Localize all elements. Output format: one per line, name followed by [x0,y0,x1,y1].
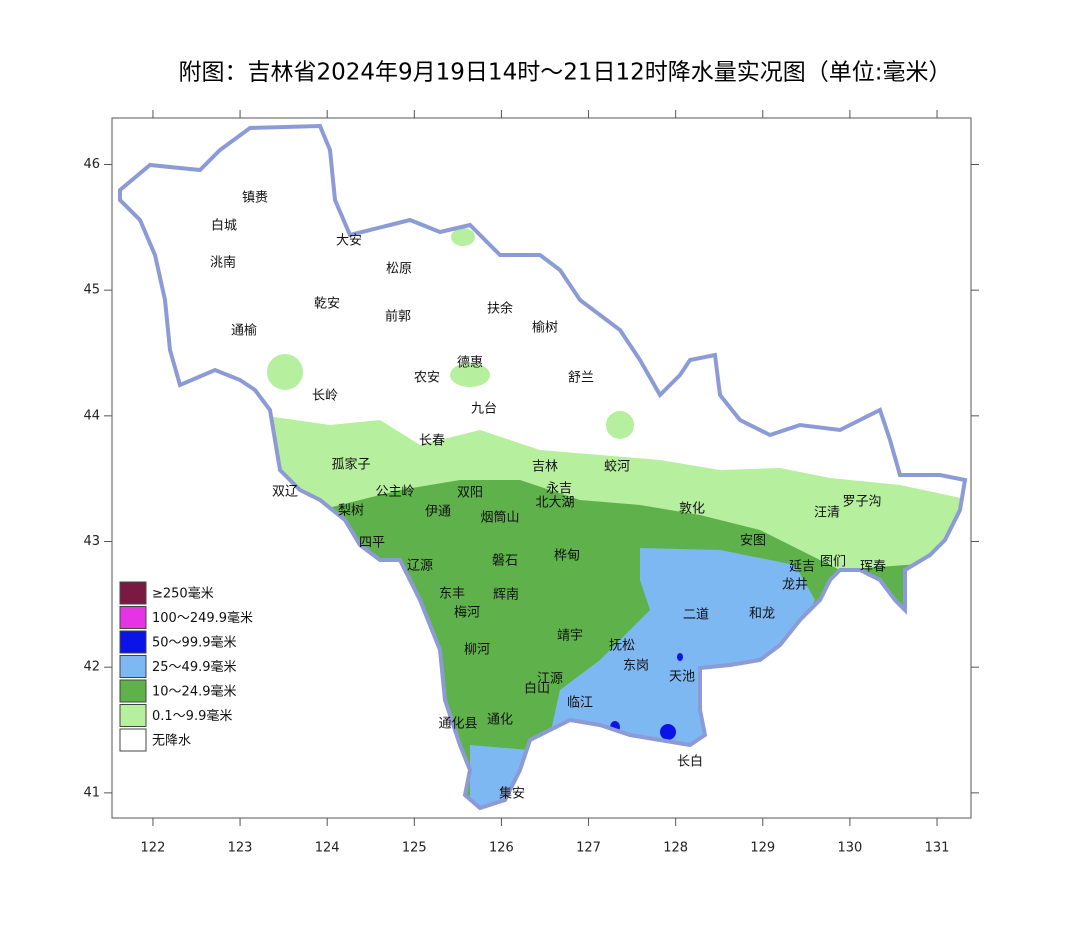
x-tick-label: 130 [837,841,862,856]
map-title: 附图：吉林省2024年9月19日14时～21日12时降水量实况图（单位:毫米） [179,60,952,86]
place-label: 公主岭 [375,485,414,500]
legend-label: 50～99.9毫米 [152,635,237,651]
legend-label: 25～49.9毫米 [152,659,237,675]
place-label: 双阳 [457,486,483,501]
place-label: 图们 [820,555,846,570]
place-label: 孤家子 [331,457,370,473]
labels: 122 123 124 125 126 127 128 129 130 131 41 42 43 44 45… [83,110,979,856]
place-label: 长白 [677,754,703,770]
place-label: 延吉 [789,560,815,575]
place-label: 白山 [524,681,550,697]
place-label: 烟筒山 [480,510,519,526]
place-label: 四平 [359,536,385,551]
y-tick-label: 43 [83,534,100,549]
legend-swatch [119,704,147,727]
legend-swatch [119,655,147,678]
y-tick-label: 46 [83,157,100,172]
place-label: 镇赉 [242,191,268,206]
place-label: 前郭 [385,309,411,325]
place-label: 双辽 [272,485,298,500]
legend-label: 无降水 [152,734,191,749]
zone-light [451,228,475,246]
place-label: 珲春 [860,560,886,575]
place-label: 龙井 [782,578,808,593]
place-label: 通化县 [438,717,477,732]
place-label: 九台 [471,402,497,417]
place-label: 二道 [683,608,709,623]
place-label: 榆树 [532,321,558,336]
place-label: 吉林 [532,460,558,475]
zone-light [267,354,303,390]
place-label: 柳河 [464,643,490,658]
zone-light [606,411,634,439]
y-tick-label: 42 [83,660,100,675]
place-label: 临江 [567,696,593,711]
place-label: 梨树 [338,504,364,519]
place-label: 安图 [740,534,766,549]
place-label: 集安 [499,786,525,802]
place-label: 扶余 [487,301,513,317]
place-label: 长春 [419,434,445,449]
place-label: 乾安 [314,297,340,312]
x-tick-label: 127 [576,841,601,856]
place-label: 东岗 [623,659,649,674]
y-tick-label: 41 [83,785,100,800]
place-label: 蛟河 [604,460,630,475]
place-label: 辉南 [493,587,519,603]
x-tick-label: 123 [228,841,253,856]
zone-blue [540,548,815,780]
x-tick-label: 126 [489,841,514,856]
place-label: 北大湖 [535,496,574,511]
x-tick-label: 122 [141,841,166,856]
legend-label: 100～249.9毫米 [152,610,253,626]
place-label: 德惠 [457,356,483,371]
place-label: 梅河 [454,606,480,621]
place-label: 靖宇 [557,629,583,644]
place-label: 长岭 [312,389,338,404]
place-label: 洮南 [210,255,236,271]
x-tick-label: 124 [315,841,340,856]
x-tick-label: 128 [663,841,688,856]
zone-light [450,363,490,387]
legend-swatch [119,679,147,703]
y-tick-label: 45 [83,283,100,298]
x-tick-label: 129 [750,841,775,856]
zone-dark [660,724,676,740]
legend-swatch [119,630,147,654]
legend-label: ≥250毫米 [152,586,214,602]
place-label: 白城 [211,218,237,234]
zone-dark [677,653,683,661]
place-label: 罗子沟 [842,495,881,510]
place-label: 东丰 [439,587,465,602]
place-label: 通化 [487,713,513,728]
y-tick-label: 44 [83,408,100,423]
place-label: 农安 [414,371,440,386]
legend-label: 0.1～9.9毫米 [152,708,232,724]
place-label: 辽源 [407,559,433,574]
place-label: 舒兰 [568,371,594,386]
legend-swatch [119,728,147,752]
place-label: 江源 [537,672,563,687]
place-label: 松原 [386,262,412,277]
place-label: 天池 [669,670,695,685]
place-label: 永吉 [546,482,572,497]
place-label: 桦甸 [554,549,580,564]
place-label: 通榆 [231,324,257,339]
legend-label: 10～24.9毫米 [152,684,237,700]
legend-swatch [119,581,147,605]
legend-swatch [119,606,147,629]
x-tick-label: 125 [402,841,427,856]
place-label: 伊通 [425,505,451,520]
place-label: 抚松 [609,639,635,654]
place-label: 磐石 [492,554,518,569]
place-label: 敦化 [679,501,705,517]
place-label: 和龙 [749,607,775,622]
x-tick-label: 131 [925,841,950,856]
place-label: 大安 [336,234,362,249]
place-label: 汪清 [814,506,840,521]
